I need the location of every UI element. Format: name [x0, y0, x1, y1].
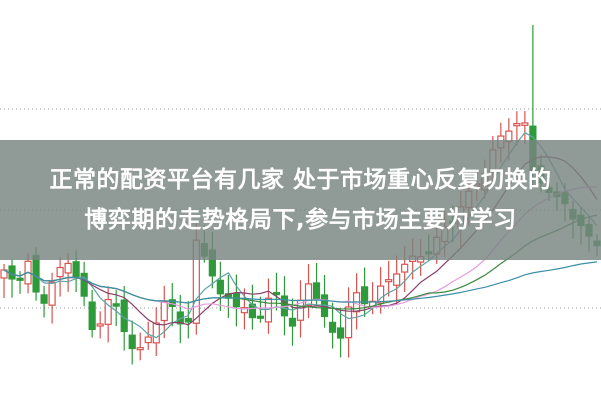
- candle-body: [256, 315, 265, 319]
- headline-banner: 正常的配资平台有几家 处于市场重心反复切换的 博弈期的走势格局下,参与市场主要为…: [0, 140, 601, 260]
- candle-body: [136, 347, 144, 351]
- candle-body: [393, 273, 401, 286]
- candle-body: [88, 301, 96, 331]
- candle-body: [8, 265, 16, 280]
- candle-body: [216, 279, 224, 295]
- headline-line-2: 博弈期的走势格局下,参与市场主要为学习: [84, 207, 517, 233]
- candle-body: [304, 283, 313, 306]
- candle-body: [80, 272, 88, 297]
- candle-body: [152, 322, 160, 344]
- candle-body: [288, 317, 297, 327]
- candle-body: [336, 327, 345, 339]
- candle-body: [64, 262, 72, 274]
- candle-body: [272, 292, 281, 296]
- candle-body: [96, 323, 104, 327]
- candle-body: [128, 334, 136, 350]
- candle-body: [160, 301, 168, 322]
- candle-body: [513, 123, 521, 127]
- candle-body: [240, 307, 249, 314]
- candle-body: [32, 254, 40, 293]
- candle-body: [401, 263, 409, 273]
- candle-body: [344, 306, 353, 339]
- candle-body: [112, 303, 120, 307]
- candle-body: [521, 122, 529, 126]
- candle-body: [16, 277, 24, 281]
- candle-body: [232, 293, 240, 308]
- candle-body: [48, 281, 56, 306]
- candle-body: [72, 261, 80, 278]
- ma60-line: [3, 261, 598, 304]
- candle-body: [328, 321, 337, 333]
- candle-body: [264, 297, 273, 323]
- headline-line-1: 正常的配资平台有几家 处于市场重心反复切换的: [49, 167, 552, 193]
- candle-body: [184, 317, 192, 323]
- candle-body: [361, 286, 369, 305]
- candle-body: [104, 298, 112, 325]
- candle-body: [312, 282, 321, 300]
- candle-body: [144, 336, 152, 344]
- candle-body: [40, 294, 48, 304]
- candle-body: [56, 266, 64, 278]
- candle-body: [385, 279, 393, 283]
- candle-body: [377, 285, 385, 304]
